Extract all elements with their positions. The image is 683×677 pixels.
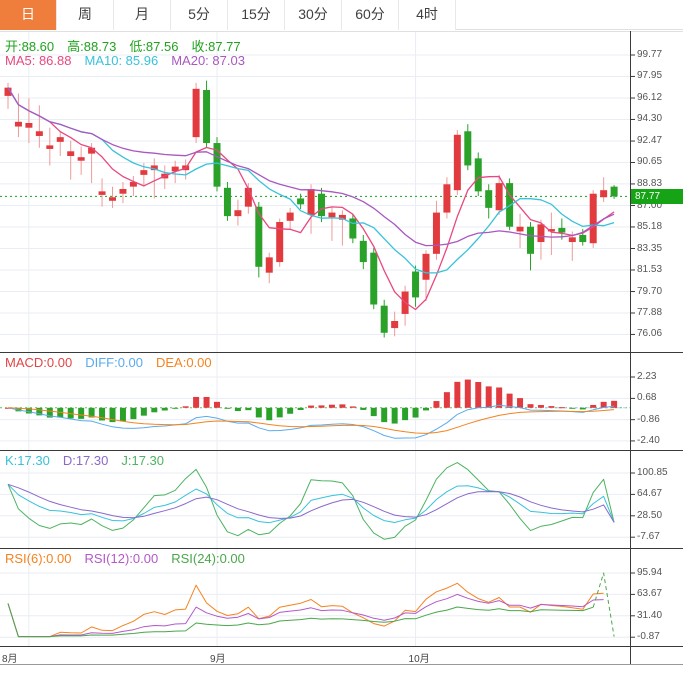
y-tick-label: 76.06 — [637, 328, 663, 340]
tab-min30[interactable]: 30分 — [285, 0, 342, 30]
tab-bar: 日周月 5分 15分 30分 60分 4时 — [0, 0, 683, 30]
y-tick-label: 81.53 — [637, 263, 663, 275]
macd-readout: MACD:0.00 DIFF:0.00 DEA:0.00 — [5, 355, 212, 370]
tab-daily[interactable]: 日 — [0, 0, 57, 30]
macd-panel — [0, 379, 630, 439]
x-axis-label: 9月 — [210, 654, 226, 665]
current-price-badge: 87.77 — [631, 188, 683, 204]
ma10-readout: MA10: 85.96 — [84, 53, 159, 68]
rsi6-value: RSI(6):0.00 — [5, 551, 72, 566]
j-value: J:17.30 — [121, 453, 165, 468]
high-readout: 高:88.73 — [67, 39, 117, 54]
y-tick-label: 90.65 — [637, 156, 663, 168]
ma20-readout: MA20: 87.03 — [171, 53, 245, 68]
y-tick-label: 28.50 — [637, 509, 663, 521]
tab-min15[interactable]: 15分 — [228, 0, 285, 30]
rsi12-value: RSI(12):0.00 — [84, 551, 159, 566]
tab-hour4[interactable]: 4时 — [399, 0, 456, 30]
ma-readout: MA5: 86.88 MA10: 85.96 MA20: 87.03 — [5, 53, 245, 68]
tab-monthly[interactable]: 月 — [114, 0, 171, 30]
y-tick-label: 85.18 — [637, 220, 663, 232]
y-tick-label: 87.00 — [637, 199, 663, 211]
y-tick-label: 63.67 — [637, 588, 663, 600]
x-axis-label: 10月 — [408, 654, 430, 665]
d-value: D:17.30 — [62, 453, 109, 468]
y-tick-label: 79.70 — [637, 285, 663, 297]
close-readout: 收:87.77 — [191, 39, 241, 54]
ohlc-readout: 开:88.60 高:88.73 低:87.56 收:87.77 — [5, 36, 241, 55]
diff-value: DIFF:0.00 — [85, 355, 143, 370]
y-tick-label: 31.40 — [637, 609, 663, 621]
y-tick-label: 99.77 — [637, 49, 663, 60]
tab-min60[interactable]: 60分 — [342, 0, 399, 30]
y-tick-label: 2.23 — [637, 371, 657, 382]
y-tick-label: -7.67 — [637, 531, 660, 543]
y-tick-label: -2.40 — [637, 434, 660, 446]
open-readout: 开:88.60 — [5, 39, 55, 54]
tab-min5[interactable]: 5分 — [171, 0, 228, 30]
y-tick-label: 97.95 — [637, 70, 663, 82]
rsi24-value: RSI(24):0.00 — [171, 551, 245, 566]
y-tick-label: 94.30 — [637, 113, 663, 125]
y-tick-label: -0.86 — [637, 413, 660, 425]
ma5-readout: MA5: 86.88 — [5, 53, 72, 68]
x-axis-label: 8月 — [2, 654, 18, 665]
y-tick-label: 64.67 — [637, 488, 663, 500]
rsi-readout: RSI(6):0.00 RSI(12):0.00 RSI(24):0.00 — [5, 551, 245, 566]
kdj-panel — [7, 462, 615, 540]
y-tick-label: 77.88 — [637, 306, 663, 318]
y-tick-label: -0.87 — [637, 631, 660, 643]
y-tick-label: 88.83 — [637, 177, 663, 189]
tab-weekly[interactable]: 周 — [57, 0, 114, 30]
y-tick-label: 0.68 — [637, 392, 657, 404]
y-tick-label: 83.35 — [637, 242, 663, 254]
low-readout: 低:87.56 — [129, 39, 179, 54]
y-tick-label: 100.85 — [637, 467, 668, 478]
price-panel — [0, 80, 630, 338]
macd-value: MACD:0.00 — [5, 355, 73, 370]
kdj-readout: K:17.30 D:17.30 J:17.30 — [5, 453, 164, 468]
y-tick-label: 96.12 — [637, 92, 663, 104]
dea-value: DEA:0.00 — [156, 355, 212, 370]
k-value: K:17.30 — [5, 453, 50, 468]
y-tick-label: 95.94 — [637, 567, 663, 578]
rsi-panel — [7, 572, 615, 638]
y-tick-label: 92.47 — [637, 135, 663, 147]
